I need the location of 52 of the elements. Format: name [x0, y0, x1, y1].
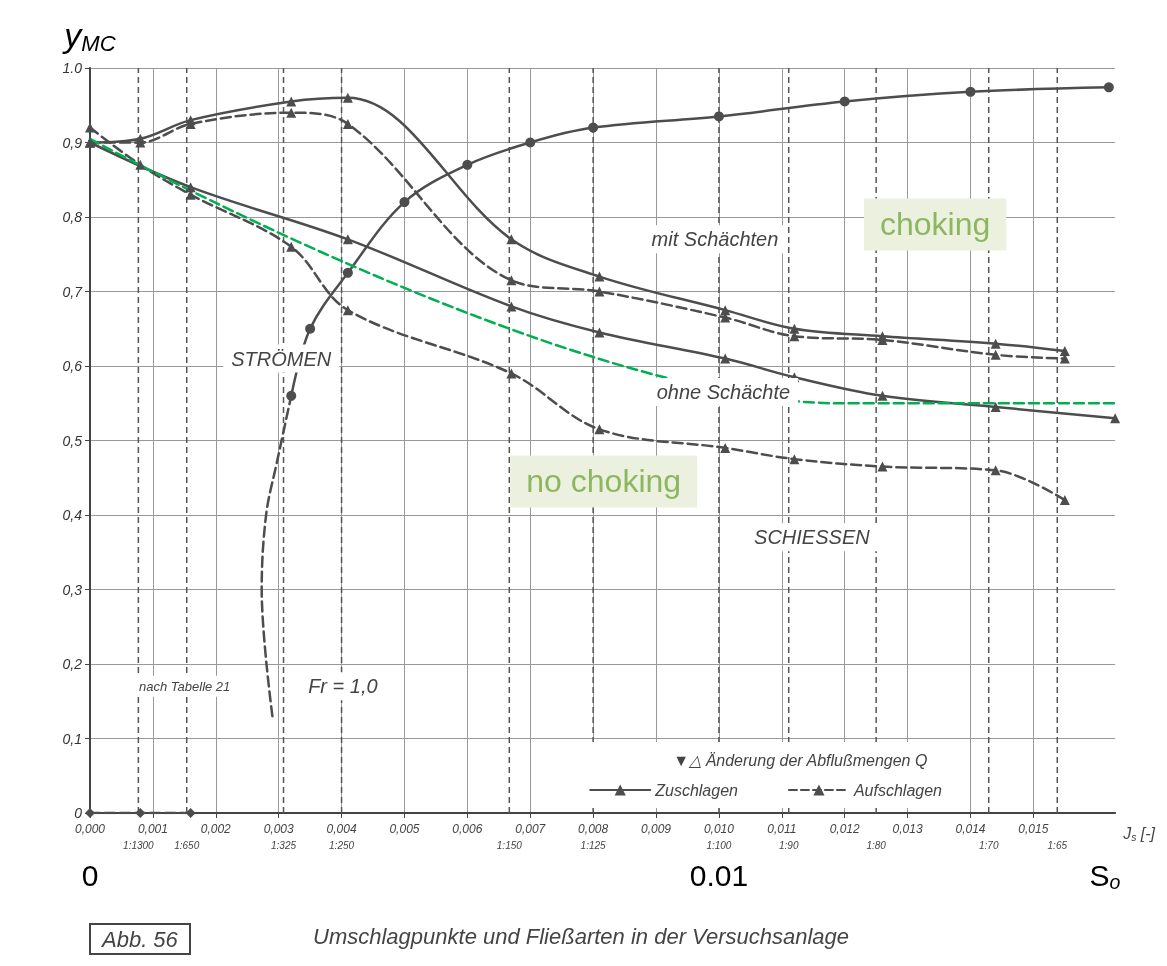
- legend-label: Zuschlagen: [654, 781, 739, 799]
- annotation: choking: [879, 206, 991, 243]
- text: 1:65: [1047, 839, 1068, 851]
- x-tick-label: 0,007: [515, 822, 547, 836]
- y-tick-label: 0,9: [62, 134, 83, 151]
- x-tick-label: 0,005: [389, 822, 420, 836]
- annotation: nach Tabelle 21: [139, 678, 231, 694]
- y-tick-label: 0,7: [62, 283, 84, 300]
- x-tick-label: 0,013: [892, 822, 923, 836]
- text: 1:325: [271, 839, 297, 851]
- x-tick-label: 0,010: [703, 822, 735, 836]
- y-tick-label: 0,1: [62, 730, 82, 747]
- text: 1:150: [496, 839, 523, 851]
- y-tick-label: 0,2: [62, 656, 83, 672]
- text: Abb. 56: [100, 926, 179, 952]
- legend-title: ▼△ Änderung der Abflußmengen Q: [673, 751, 928, 769]
- text: Umschlagpunkte und Fließarten in der Versuchsanlage: [313, 923, 850, 949]
- y-tick-label: 0,3: [62, 581, 83, 598]
- x-tick-label: 0,006: [452, 822, 483, 836]
- text: 1:80: [866, 839, 887, 851]
- text: 1:90: [779, 839, 799, 851]
- x-tick-label: 0,004: [326, 822, 357, 836]
- text: 1:100: [706, 839, 732, 851]
- x-tick-label: 0,000: [74, 822, 106, 836]
- annotation: SCHIESSEN: [754, 526, 871, 549]
- y-tick-label: 0,4: [62, 507, 83, 523]
- annotation: no choking: [526, 463, 682, 500]
- text: 1:650: [174, 839, 200, 851]
- x-tick-label: 0,008: [578, 822, 609, 836]
- annotation: Fr = 1,0: [308, 675, 378, 698]
- x-tick-label: 0,015: [1018, 822, 1049, 836]
- y-tick-label: 0: [74, 805, 83, 821]
- x-tick-label: 0,014: [955, 822, 986, 836]
- annotation: STRÖMEN: [231, 347, 332, 370]
- x-tick-label: 0,003: [263, 822, 295, 836]
- text: 1:70: [978, 839, 999, 851]
- y-tick-label: 0,8: [62, 209, 83, 225]
- text: 0.01: [689, 858, 749, 892]
- text: 1:1300: [123, 839, 155, 851]
- legend-label: Aufschlagen: [852, 781, 943, 799]
- text: 1:250: [329, 839, 355, 851]
- x-tick-label: 0,012: [829, 822, 861, 836]
- text: 1:125: [580, 839, 607, 851]
- x-tick-label: 0,001: [137, 822, 168, 836]
- x-tick-label: 0,002: [200, 822, 232, 836]
- y-tick-label: 0,6: [62, 358, 83, 374]
- annotation: mit Schächten: [651, 228, 779, 251]
- x-tick-label: 0,011: [767, 822, 797, 836]
- y-tick-label: 1.0: [62, 60, 83, 76]
- y-tick-label: 0,5: [62, 432, 83, 449]
- x-tick-label: 0,009: [641, 822, 672, 836]
- annotation: ohne Schächte: [656, 381, 791, 404]
